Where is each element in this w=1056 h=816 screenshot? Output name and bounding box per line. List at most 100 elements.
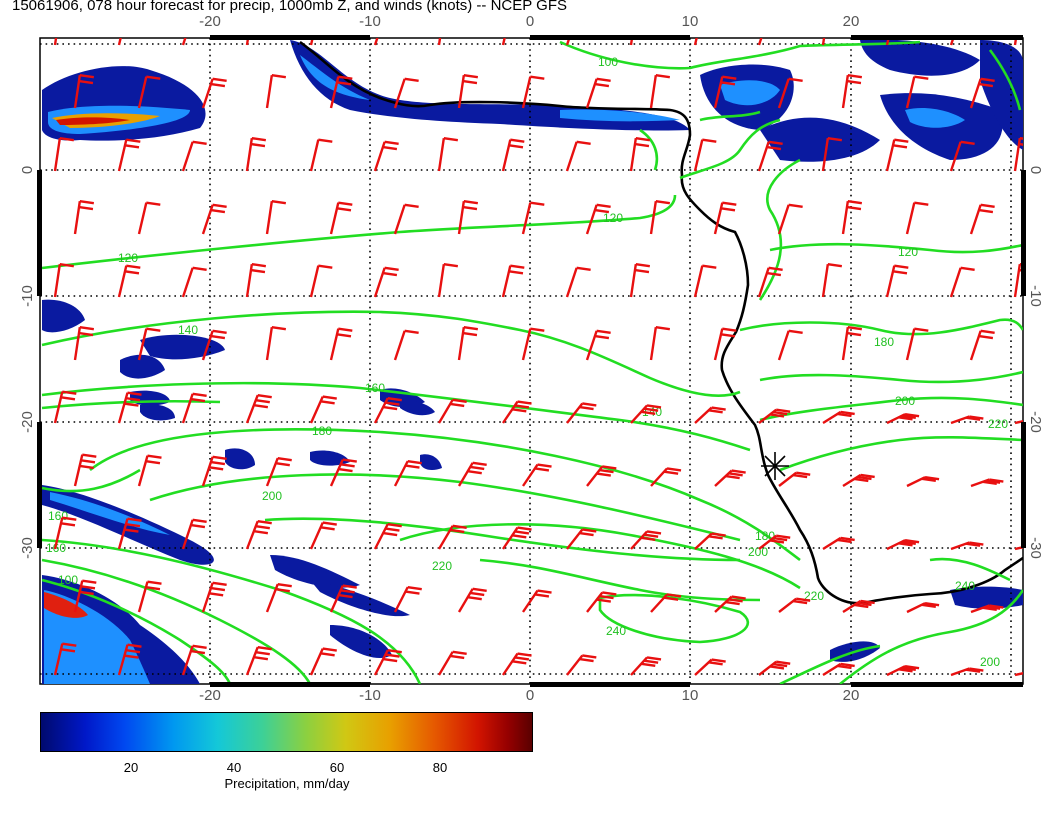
wind-barb-feather xyxy=(985,479,1001,484)
wind-barb-feather xyxy=(731,595,746,600)
wind-barb-feather xyxy=(462,331,478,337)
map-title: 15061906, 078 hour forecast for precip, … xyxy=(12,0,567,14)
wind-barb-feather xyxy=(772,536,788,542)
wind-barb-feather xyxy=(192,644,207,650)
wind-barb-feather xyxy=(837,412,852,418)
lat-label-left: -10 xyxy=(19,285,36,307)
wind-barb-feather xyxy=(59,262,75,268)
wind-barb-feather xyxy=(208,466,224,471)
wind-barb-feather xyxy=(769,539,785,544)
wind-barb-feather xyxy=(530,327,545,332)
wind-barb-feather xyxy=(318,14,332,16)
wind-barb-feather xyxy=(722,327,737,332)
wind-barb-feather xyxy=(924,602,940,607)
wind-barb-feather xyxy=(847,199,863,205)
wind-barb-feather xyxy=(635,262,651,268)
wind-barb-feather xyxy=(467,469,482,475)
wind-barb-feather xyxy=(634,268,650,274)
wind-barb-feather xyxy=(342,584,357,589)
wind-barb-feather xyxy=(443,262,459,268)
wind-barb-feather xyxy=(980,77,995,83)
wind-barb-feather xyxy=(1034,671,1048,673)
contour-label: 100 xyxy=(598,55,618,69)
wind-barb-feather xyxy=(702,264,717,269)
wind-barb-feather xyxy=(407,459,422,465)
wind-barb xyxy=(757,38,763,46)
wind-barb-feather xyxy=(257,519,272,525)
wind-barb-feather xyxy=(124,402,139,407)
wind-barb-feather xyxy=(646,404,662,409)
wind-barb-feather xyxy=(514,530,530,535)
wind-barb-feather xyxy=(383,21,397,23)
wind-barb xyxy=(181,38,187,46)
wind-barb-feather xyxy=(124,144,140,149)
geopotential-contours xyxy=(41,40,1023,684)
wind-barb-feather xyxy=(212,581,227,587)
wind-barb-feather xyxy=(509,19,523,21)
wind-barb xyxy=(821,137,830,172)
wind-barb-feather xyxy=(253,403,269,409)
wind-barb-feather xyxy=(1019,136,1023,140)
longitude-labels: -20 -10 0 10 20 -20 -10 0 10 20 xyxy=(199,13,859,700)
wind-barb-feather xyxy=(969,415,984,420)
wind-barb-feather xyxy=(404,203,419,209)
wind-barb-feather xyxy=(576,266,591,272)
wind-barb-feather xyxy=(728,598,743,603)
wind-barb-feather xyxy=(78,331,94,337)
wind-barb-feather xyxy=(517,652,532,657)
wind-barb-feather xyxy=(450,528,465,534)
wind-barb-feather xyxy=(192,518,207,524)
wind-barb-feather xyxy=(251,262,267,268)
wind-barb-feather xyxy=(663,470,679,475)
wind-barb-feather xyxy=(517,400,532,405)
wind-barb-feather xyxy=(788,203,803,209)
wind-barb xyxy=(137,202,148,235)
wind-barb xyxy=(437,263,446,298)
wind-barb xyxy=(693,38,698,46)
wind-barb xyxy=(393,330,406,361)
wind-barb-feather xyxy=(788,329,803,335)
wind-barb-feather xyxy=(776,534,791,539)
contour-label: 180 xyxy=(874,335,894,349)
wind-barb-feather xyxy=(854,477,869,483)
wind-barb xyxy=(777,78,790,109)
wind-barb-feather xyxy=(576,140,591,146)
wind-barb-feather xyxy=(769,665,785,670)
wind-barb-feather xyxy=(772,662,788,668)
wind-barb-feather xyxy=(766,271,782,277)
asterisk-station-icon xyxy=(761,452,789,480)
wind-barb-feather xyxy=(768,140,783,146)
wind-barb-feather xyxy=(405,590,420,595)
wind-barb-feather xyxy=(854,603,869,609)
wind-barb-feather xyxy=(641,662,656,667)
wind-barb-feather xyxy=(462,205,478,211)
wind-barb-feather xyxy=(904,413,920,418)
wind-barb-feather xyxy=(467,595,482,601)
wind-barb-feather xyxy=(124,528,139,533)
wind-barb-feather xyxy=(708,535,723,540)
contour-label: 240 xyxy=(955,579,975,593)
wind-barb-feather xyxy=(271,199,287,205)
wind-barb-feather xyxy=(596,329,611,335)
wind-barb-feather xyxy=(251,18,265,20)
contour-label: 220 xyxy=(432,559,452,573)
contour-label: 220 xyxy=(988,417,1008,431)
wind-barb xyxy=(949,141,962,172)
wind-barb xyxy=(181,141,194,172)
wind-barb-feather xyxy=(210,208,226,214)
wind-barb-feather xyxy=(124,270,140,275)
wind-barb xyxy=(309,139,320,172)
wind-barb-feather xyxy=(126,138,141,143)
wind-barb-feather xyxy=(79,325,95,331)
wind-barb-feather xyxy=(596,472,611,477)
contour-label: 160 xyxy=(48,509,68,523)
contour-label: 200 xyxy=(895,394,915,408)
wind-barb-feather xyxy=(443,136,459,142)
wind-barb-feather xyxy=(320,526,335,531)
wind-barb xyxy=(565,267,578,298)
wind-barb-feather xyxy=(277,456,292,462)
colorbar-tick: 40 xyxy=(226,760,242,775)
wind-barb-feather xyxy=(338,75,353,80)
wind-barb-feather xyxy=(980,329,995,335)
wind-barb-feather xyxy=(1030,672,1044,674)
